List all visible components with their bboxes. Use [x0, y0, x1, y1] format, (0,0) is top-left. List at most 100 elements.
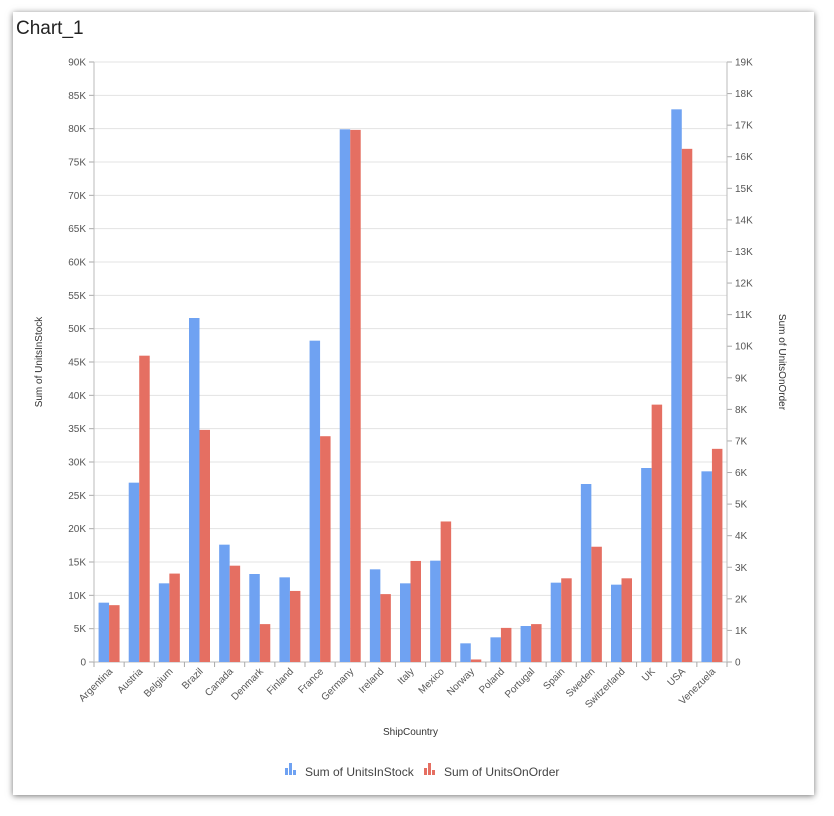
y-tick-label: 35K	[68, 424, 86, 435]
legend-icon-units-on-order	[424, 768, 427, 775]
bar-units-in-stock[interactable]	[671, 109, 682, 663]
x-tick-label: Italy	[396, 666, 417, 687]
y-axis-title: Sum of UnitsInStock	[34, 316, 45, 408]
y-tick-label: 15K	[68, 558, 86, 569]
y2-tick-label: 13K	[735, 247, 753, 258]
y2-tick-label: 19K	[735, 58, 753, 69]
bar-units-in-stock[interactable]	[98, 602, 110, 662]
x-tick-label: USA	[666, 666, 689, 689]
y-tick-label: 65K	[68, 224, 86, 235]
y-tick-label: 10K	[68, 591, 86, 602]
bar-units-on-order[interactable]	[109, 605, 120, 662]
bar-units-in-stock[interactable]	[611, 584, 622, 662]
bar-units-on-order[interactable]	[229, 565, 241, 662]
bar-units-on-order[interactable]	[711, 448, 723, 662]
bar-units-in-stock[interactable]	[189, 318, 200, 662]
bar-units-on-order[interactable]	[289, 590, 301, 662]
y2-tick-label: 14K	[735, 215, 753, 226]
bar-units-on-order[interactable]	[410, 560, 422, 662]
x-tick-label: Finland	[265, 666, 296, 697]
bar-units-in-stock[interactable]	[309, 340, 321, 662]
y-tick-label: 90K	[68, 58, 86, 69]
y2-tick-label: 8K	[735, 405, 748, 416]
y2-tick-label: 12K	[735, 279, 753, 290]
legend-icon-units-on-order	[428, 763, 431, 775]
y-tick-label: 55K	[68, 291, 86, 302]
x-tick-label: Brazil	[180, 666, 205, 691]
bar-units-on-order[interactable]	[139, 355, 150, 662]
y2-tick-label: 15K	[735, 184, 753, 195]
bar-chart: 0 5K 10K 15K 20K 25K 30K 35K 40K 45K 50K 55K 60K 65K 7…	[34, 58, 787, 780]
legend-icon-units-in-stock	[289, 763, 292, 775]
y2-tick-label: 1K	[735, 626, 748, 637]
y2-tick-label: 5K	[735, 500, 748, 511]
y2-tick-label: 2K	[735, 594, 748, 605]
y-tick-label: 70K	[68, 191, 86, 202]
bar-units-on-order[interactable]	[380, 594, 391, 662]
bar-units-on-order[interactable]	[500, 627, 512, 662]
bar-units-on-order[interactable]	[169, 573, 180, 662]
bar-units-on-order[interactable]	[199, 429, 211, 662]
bar-units-on-order[interactable]	[591, 546, 602, 662]
bar-units-in-stock[interactable]	[128, 482, 140, 662]
y-tick-label: 50K	[68, 324, 86, 335]
y2-tick-label: 10K	[735, 342, 753, 353]
bar-units-on-order[interactable]	[350, 129, 361, 662]
bar-units-on-order[interactable]	[320, 436, 331, 662]
bar-units-in-stock[interactable]	[490, 637, 501, 662]
bar-units-on-order[interactable]	[561, 578, 572, 662]
y2-tick-label: 4K	[735, 531, 748, 542]
bar-units-in-stock[interactable]	[460, 643, 471, 662]
x-tick-label: Norway	[445, 666, 477, 698]
y-tick-label: 40K	[68, 391, 86, 402]
x-tick-label: Poland	[477, 666, 507, 696]
y2-tick-label: 3K	[735, 563, 748, 574]
y2-tick-label: 18K	[735, 89, 753, 100]
y2-tick-label: 9K	[735, 373, 748, 384]
bar-units-in-stock[interactable]	[219, 544, 230, 662]
y2-tick-label: 7K	[735, 436, 748, 447]
bar-units-in-stock[interactable]	[400, 583, 411, 662]
y-tick-label: 30K	[68, 458, 86, 469]
bar-units-on-order[interactable]	[651, 404, 663, 662]
x-axis-title: ShipCountry	[383, 727, 438, 738]
x-tick-label: Ireland	[357, 666, 386, 695]
bar-units-on-order[interactable]	[621, 578, 633, 662]
y-tick-label: 45K	[68, 358, 86, 369]
y-tick-label: 60K	[68, 258, 86, 269]
y-tick-label: 0	[80, 658, 86, 669]
bar-units-in-stock[interactable]	[339, 129, 351, 662]
y2-axis-title: Sum of UnitsOnOrder	[776, 314, 787, 411]
bar-units-on-order[interactable]	[681, 148, 693, 662]
x-tick-label: UK	[640, 666, 658, 684]
bar-units-in-stock[interactable]	[701, 471, 712, 662]
bar-units-in-stock[interactable]	[550, 582, 562, 662]
bar-units-in-stock[interactable]	[520, 626, 532, 662]
y-tick-label: 25K	[68, 491, 86, 502]
bar-units-in-stock[interactable]	[430, 560, 441, 662]
y-tick-label: 80K	[68, 124, 86, 135]
x-tick-label: Belgium	[142, 666, 175, 699]
x-tick-label: Germany	[319, 666, 356, 703]
y-tick-label: 75K	[68, 158, 86, 169]
legend-icon-units-on-order	[432, 770, 435, 775]
bar-units-in-stock[interactable]	[158, 583, 170, 662]
chart-card: Chart_1 0 5K 10K 15K 20K 25K 30K 35K 40K 45K 50K 55…	[13, 12, 814, 795]
bar-units-on-order[interactable]	[470, 659, 482, 662]
bar-units-in-stock[interactable]	[369, 569, 381, 662]
bar-units-in-stock[interactable]	[580, 484, 592, 662]
bar-units-on-order[interactable]	[259, 624, 271, 662]
bar-units-on-order[interactable]	[531, 624, 542, 662]
x-tick-label: Argentina	[77, 666, 115, 704]
legend-label-units-on-order: Sum of UnitsOnOrder	[444, 765, 559, 779]
bar-units-in-stock[interactable]	[279, 577, 290, 662]
x-tick-label: Denmark	[229, 666, 266, 703]
y2-tick-label: 6K	[735, 468, 748, 479]
x-tick-label: Portugal	[503, 666, 537, 700]
bar-units-on-order[interactable]	[440, 521, 452, 662]
y2-tick-label: 11K	[735, 310, 752, 321]
bar-units-in-stock[interactable]	[249, 574, 260, 662]
x-tick-label: Spain	[541, 666, 567, 692]
y-tick-label: 20K	[68, 524, 86, 535]
bar-units-in-stock[interactable]	[641, 468, 652, 662]
